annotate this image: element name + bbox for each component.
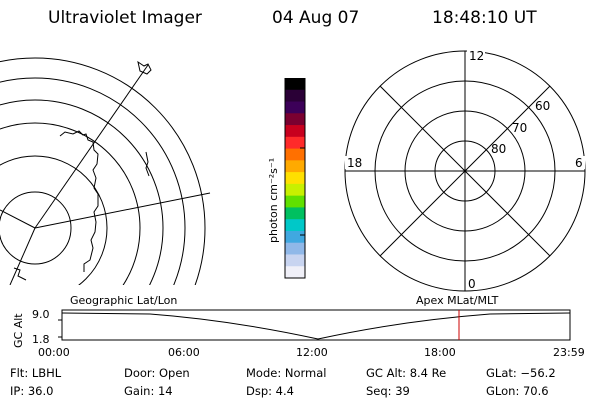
colorbar-segment <box>285 125 305 138</box>
longitude-line <box>34 192 211 229</box>
timeline-left-title: Geographic Lat/Lon <box>70 294 178 307</box>
filter-info: Flt: LBHL <box>10 366 62 380</box>
glon-info: GLon: 70.6 <box>486 384 549 398</box>
colorbar-segment <box>285 113 305 126</box>
mlt-label-0: 0 <box>468 277 476 291</box>
latitude-circle <box>0 122 141 285</box>
colorbar-segment <box>285 89 305 103</box>
colorbar-segment <box>285 148 305 161</box>
gain-info: Gain: 14 <box>124 384 173 398</box>
altitude-curve <box>61 312 571 340</box>
colorbar-segment <box>285 195 305 208</box>
latitude-circle <box>0 155 108 285</box>
coastline <box>137 60 152 75</box>
colorbar-segment <box>285 266 305 279</box>
dsp-info: Dsp: 4.4 <box>246 384 294 398</box>
gc-alt-info: GC Alt: 8.4 Re <box>366 366 447 380</box>
colorbar-segment <box>285 254 305 267</box>
timeline-x-tick-1: 06:00 <box>168 346 200 359</box>
mlat-label-60: 60 <box>535 99 550 113</box>
latitude-circle <box>0 77 186 285</box>
colorbar-segment <box>285 172 305 185</box>
colorbar-segment <box>285 136 305 150</box>
colorbar-segment <box>285 230 305 244</box>
altitude-timeline: GC Alt 9.0 1.8 <box>12 308 571 348</box>
colorbar-segment <box>285 101 305 114</box>
timeline-y-tick-high: 9.0 <box>32 308 50 321</box>
timeline-x-tick-0: 00:00 <box>38 346 70 359</box>
timeline-frame <box>61 309 571 341</box>
polar-grid-plot: 12 0 18 6 60 70 80 <box>344 50 586 292</box>
colorbar-segment <box>285 78 305 91</box>
mlat-label-70: 70 <box>512 121 527 135</box>
coastline <box>59 130 99 272</box>
latitude-circle <box>0 57 206 285</box>
glat-info: GLat: −56.2 <box>486 366 556 380</box>
image-date: 04 Aug 07 <box>272 8 360 28</box>
mlt-label-6: 6 <box>575 156 583 170</box>
mlt-label-18: 18 <box>347 156 362 170</box>
mlt-label-12: 12 <box>469 50 484 63</box>
coastline <box>13 267 27 281</box>
image-time: 18:48:10 UT <box>432 8 537 28</box>
timeline-x-tick-2: 12:00 <box>296 346 328 359</box>
timeline-right-title: Apex MLat/MLT <box>416 294 499 307</box>
coastline <box>145 151 150 177</box>
door-info: Door: Open <box>124 366 190 380</box>
ip-info: IP: 36.0 <box>10 384 54 398</box>
latitude-circle <box>0 99 164 285</box>
mode-info: Mode: Normal <box>246 366 327 380</box>
longitude-line <box>9 227 36 285</box>
instrument-title: Ultraviolet Imager <box>48 8 202 28</box>
longitude-line <box>0 209 36 229</box>
timeline-x-tick-4: 23:59 <box>553 346 585 359</box>
timeline-y-label: GC Alt <box>12 313 25 348</box>
timeline-y-tick-low: 1.8 <box>32 333 50 346</box>
colorbar-segment <box>285 207 305 220</box>
seq-info: Seq: 39 <box>366 384 410 398</box>
mlt-line-diagonal <box>379 85 551 257</box>
colorbar-segment <box>285 160 305 173</box>
colorbar-segment <box>285 219 305 232</box>
timeline-x-tick-3: 18:00 <box>424 346 456 359</box>
mlat-label-80: 80 <box>491 142 506 156</box>
colorbar-segment <box>285 183 305 197</box>
geographic-map <box>0 57 211 285</box>
colorbar-segment <box>285 242 305 255</box>
colorbar-unit-label: photon cm⁻²s⁻¹ <box>267 158 280 243</box>
longitude-line <box>34 64 149 229</box>
color-scale-bar: 100 10 photon cm⁻²s⁻¹ <box>267 78 306 279</box>
latitude-circle <box>0 191 72 265</box>
